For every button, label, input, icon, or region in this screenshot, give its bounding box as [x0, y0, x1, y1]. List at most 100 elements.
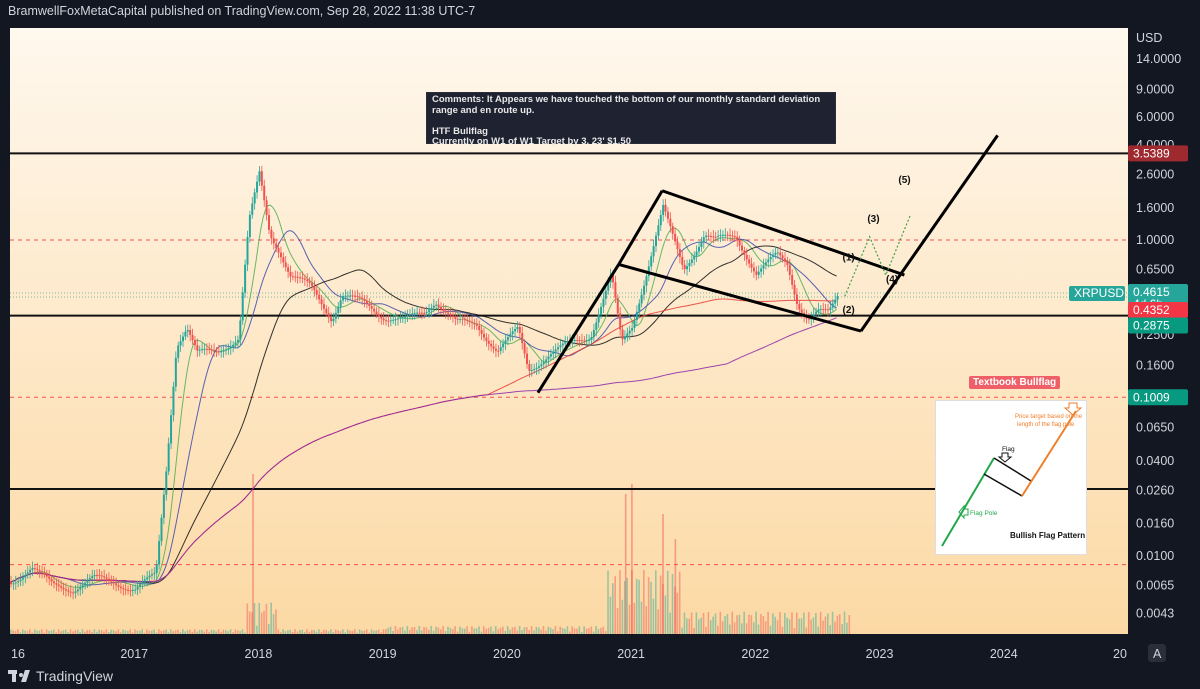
candle-body [141, 581, 144, 585]
candle-body [509, 334, 512, 338]
candle-body [698, 247, 700, 252]
candle-body [370, 306, 373, 309]
volume-bar [437, 627, 440, 634]
candle-body [311, 282, 313, 286]
tradingview-logo-icon [8, 669, 30, 683]
candle-body [72, 592, 75, 594]
candle-body [313, 285, 316, 291]
candle-body [545, 359, 548, 363]
candle-body [578, 340, 581, 342]
textbook-bullflag-badge: Textbook Bullflag [969, 376, 1061, 389]
volume-bar [547, 626, 550, 634]
candle-body [760, 268, 763, 272]
comment-line: range and en route up. [432, 104, 535, 116]
candle-body [418, 312, 421, 314]
candle-body [466, 319, 469, 321]
candle-body [616, 297, 619, 314]
candle-body [580, 340, 583, 342]
candle-body [131, 590, 134, 592]
volume-bar [430, 626, 433, 634]
volume-bar [709, 620, 712, 634]
candle-body [36, 569, 39, 571]
volume-bar [717, 625, 719, 634]
candle-body [652, 246, 655, 257]
chart-frame[interactable]: (1) (2) (3) (4) (5) 16 2017 2018 2019 2020 2021 202… [0, 22, 1200, 664]
volume-bar [645, 606, 648, 634]
candle-body [155, 564, 158, 574]
candle-body [198, 349, 201, 351]
volume-bar [146, 629, 148, 634]
candle-body [812, 314, 815, 317]
candle-body [136, 586, 139, 590]
volume-bar [160, 630, 163, 634]
candle-body [308, 281, 311, 283]
volume-bar [205, 629, 208, 634]
volume-bar [265, 603, 268, 634]
candle-body [325, 308, 328, 314]
volume-bar [497, 629, 499, 634]
candle-body [475, 324, 478, 326]
candle-body [588, 339, 591, 341]
volume-bar [511, 627, 514, 634]
volume-bar [411, 627, 413, 634]
volume-bar [688, 618, 691, 634]
candle-body [454, 317, 457, 319]
candle-body [671, 226, 674, 234]
volume-bar [270, 602, 272, 634]
volume-bar [385, 629, 387, 634]
volume-bar [490, 626, 492, 634]
candle-body [196, 345, 199, 351]
candle-body [268, 215, 270, 230]
candle-body [518, 326, 521, 334]
volume-bar [41, 629, 43, 634]
volume-bar [810, 619, 812, 634]
volume-bar [800, 618, 803, 634]
y-tick-label: 0.0100 [1136, 549, 1174, 563]
candle-body [339, 300, 342, 307]
moving-average-line [9, 317, 837, 583]
auto-scale-button[interactable] [1148, 644, 1166, 662]
candle-body [480, 329, 483, 334]
x-tick-label: 2024 [990, 647, 1018, 661]
volume-bar [174, 630, 177, 634]
volume-bar [772, 613, 774, 634]
volume-bar [829, 625, 831, 634]
comment-line: Comments: It Appears we have touched the… [432, 94, 821, 105]
volume-bar [678, 571, 681, 634]
volume-bar [74, 630, 77, 634]
volume-bar [619, 570, 621, 634]
candle-body [31, 568, 34, 570]
volume-bar [628, 604, 631, 634]
y-tick-label: 0.0400 [1136, 454, 1174, 468]
comment-line: HTF Bullflag [432, 125, 488, 137]
volume-bar [182, 629, 184, 634]
volume-bar [263, 610, 265, 634]
target-text-1: Price target based on the [1015, 414, 1083, 420]
candle-body [776, 252, 779, 254]
volume-bar [595, 626, 597, 634]
candle-body [205, 348, 208, 350]
tradingview-logo[interactable]: TradingView [8, 668, 113, 684]
bull-flag-diagram: Price target based on the length of the … [941, 402, 1085, 547]
volume-bar [313, 629, 315, 634]
flag-channel-line [618, 263, 862, 333]
volume-bar [475, 628, 478, 634]
volume-bar [203, 631, 206, 634]
candle-body [561, 343, 564, 346]
volume-bar [838, 614, 841, 634]
candle-body [834, 299, 837, 304]
candle-body [217, 351, 220, 353]
volume-bar [318, 629, 320, 634]
price-badge-label: 0.2875 [1133, 318, 1170, 332]
candle-body [767, 259, 770, 263]
candle-body [227, 348, 230, 350]
candle-body [487, 340, 490, 344]
volume-bar [681, 627, 683, 634]
candle-body [246, 237, 249, 265]
candle-body [79, 587, 82, 590]
candle-body [683, 264, 686, 270]
volume-bar [184, 631, 186, 634]
volume-bar [659, 575, 662, 634]
candle-body [743, 250, 746, 255]
candle-body [349, 295, 352, 297]
